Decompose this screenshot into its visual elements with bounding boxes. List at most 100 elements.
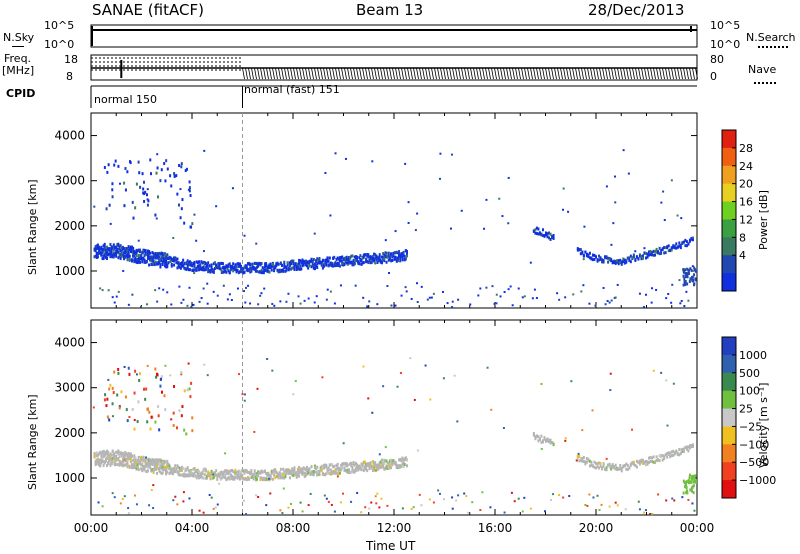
velocity-echo-cell (178, 469, 181, 473)
velocity-echo-cell (113, 456, 116, 460)
velocity-echo-cell (113, 496, 116, 499)
power-echo-cell (362, 260, 365, 264)
power-echo-cell (111, 195, 114, 199)
velocity-echo-cell (637, 460, 640, 464)
velocity-echo-cell (463, 492, 466, 495)
velocity-echo-cell (200, 474, 203, 478)
velocity-echo-cell (409, 357, 412, 360)
power-echo-cell (339, 284, 342, 287)
power-colorbar-segment (722, 219, 736, 238)
velocity-echo-cell (240, 471, 243, 475)
power-echo-cell (108, 248, 111, 252)
power-echo-cell (329, 261, 332, 265)
power-echo-cell (236, 262, 239, 266)
power-echo-cell (357, 260, 360, 264)
velocity-echo-cell (540, 447, 543, 450)
power-echo-cell (428, 296, 431, 299)
nave-dots-segment-2 (533, 67, 536, 80)
velocity-echo-cell (331, 463, 334, 467)
power-echo-cell (150, 259, 153, 263)
velocity-echo-cell (196, 473, 199, 477)
velocity-echo-cell (275, 470, 278, 474)
power-echo-cell (688, 280, 691, 284)
velocity-echo-cell (157, 404, 160, 408)
velocity-echo-cell (267, 471, 270, 475)
nave-dots-segment-2 (608, 67, 611, 80)
power-echo-cell (640, 257, 643, 261)
velocity-echoes (92, 357, 698, 516)
velocity-echo-cell (191, 473, 194, 477)
velocity-echo-cell (181, 465, 184, 469)
nave-dots-segment-2 (614, 67, 617, 80)
velocity-echo-cell (693, 480, 696, 484)
velocity-echo-cell (252, 473, 255, 477)
velocity-echo-cell (336, 472, 339, 476)
velocity-echo-cell (102, 452, 105, 456)
power-echo-cell (400, 294, 403, 297)
velocity-echo-cell (184, 474, 187, 478)
velocity-echo-cell (619, 464, 622, 468)
velocity-echo-cell (133, 419, 136, 422)
power-echo-cell (182, 258, 185, 262)
velocity-echo-cell (245, 513, 248, 516)
power-echo-cell (377, 256, 380, 260)
nave-dots-segment-2 (476, 67, 479, 80)
power-echo-cell (120, 254, 123, 258)
power-echo-cell (157, 261, 160, 265)
velocity-echo-cell (181, 405, 184, 409)
power-echo-cell (325, 298, 328, 301)
power-echo-cell (676, 245, 679, 249)
power-echo-cell (152, 259, 155, 263)
power-echo-cell (110, 248, 113, 252)
power-echo-cell (257, 264, 260, 268)
power-echo-cell (123, 251, 126, 255)
power-echo-cell (196, 265, 199, 269)
velocity-echo-cell (112, 391, 115, 395)
power-echo-cell (634, 257, 637, 261)
power-echo-cell (186, 263, 189, 267)
power-echo-cell (376, 256, 379, 260)
velocity-echo-cell (667, 452, 670, 456)
nave-dots-segment-2 (653, 67, 656, 80)
power-echo-cell (627, 172, 630, 175)
power-echo-cell (228, 293, 231, 296)
velocity-echo-cell (301, 468, 304, 472)
power-echo-cell (170, 263, 173, 267)
velocity-echo-cell (127, 456, 130, 460)
power-echo-cell (361, 261, 364, 265)
velocity-echo-cell (687, 481, 690, 485)
nave-dots-segment-2 (482, 67, 485, 80)
velocity-echo-cell (120, 390, 123, 394)
power-echo-cell (370, 257, 373, 261)
nave-dots-segment-2 (293, 67, 296, 80)
velocity-echo-cell (237, 469, 240, 473)
power-echo-cell (148, 256, 151, 260)
power-echo-cell (207, 261, 210, 265)
velocity-echo-cell (678, 453, 681, 457)
velocity-echo-cell (402, 461, 405, 465)
power-echo-cell (124, 167, 127, 171)
power-echo-cell (189, 225, 192, 229)
power-echo-cell (179, 216, 182, 220)
nsearch-legend-line (758, 46, 788, 48)
velocity-echo-cell (369, 461, 372, 465)
velocity-echo-cell (123, 495, 126, 498)
power-echo-cell (125, 247, 128, 251)
velocity-echo-cell (213, 473, 216, 477)
power-echo-cell (135, 182, 138, 186)
power-echo-cell (223, 266, 226, 270)
power-echo-cell (115, 295, 118, 298)
power-echo-cell (238, 262, 241, 266)
velocity-echo-cell (670, 450, 673, 454)
velocity-echo-cell (613, 465, 616, 469)
velocity-echo-cell (94, 459, 97, 463)
power-echo-cell (601, 260, 604, 264)
power-echo-cell (358, 256, 361, 260)
velocity-echo-cell (192, 474, 195, 478)
velocity-echo-cell (111, 402, 114, 406)
power-echo-cell (193, 272, 196, 275)
velocity-echo-cell (428, 498, 431, 501)
power-echo-cell (607, 256, 610, 260)
velocity-echo-cell (631, 428, 634, 431)
velocity-echo-cell (177, 473, 180, 477)
